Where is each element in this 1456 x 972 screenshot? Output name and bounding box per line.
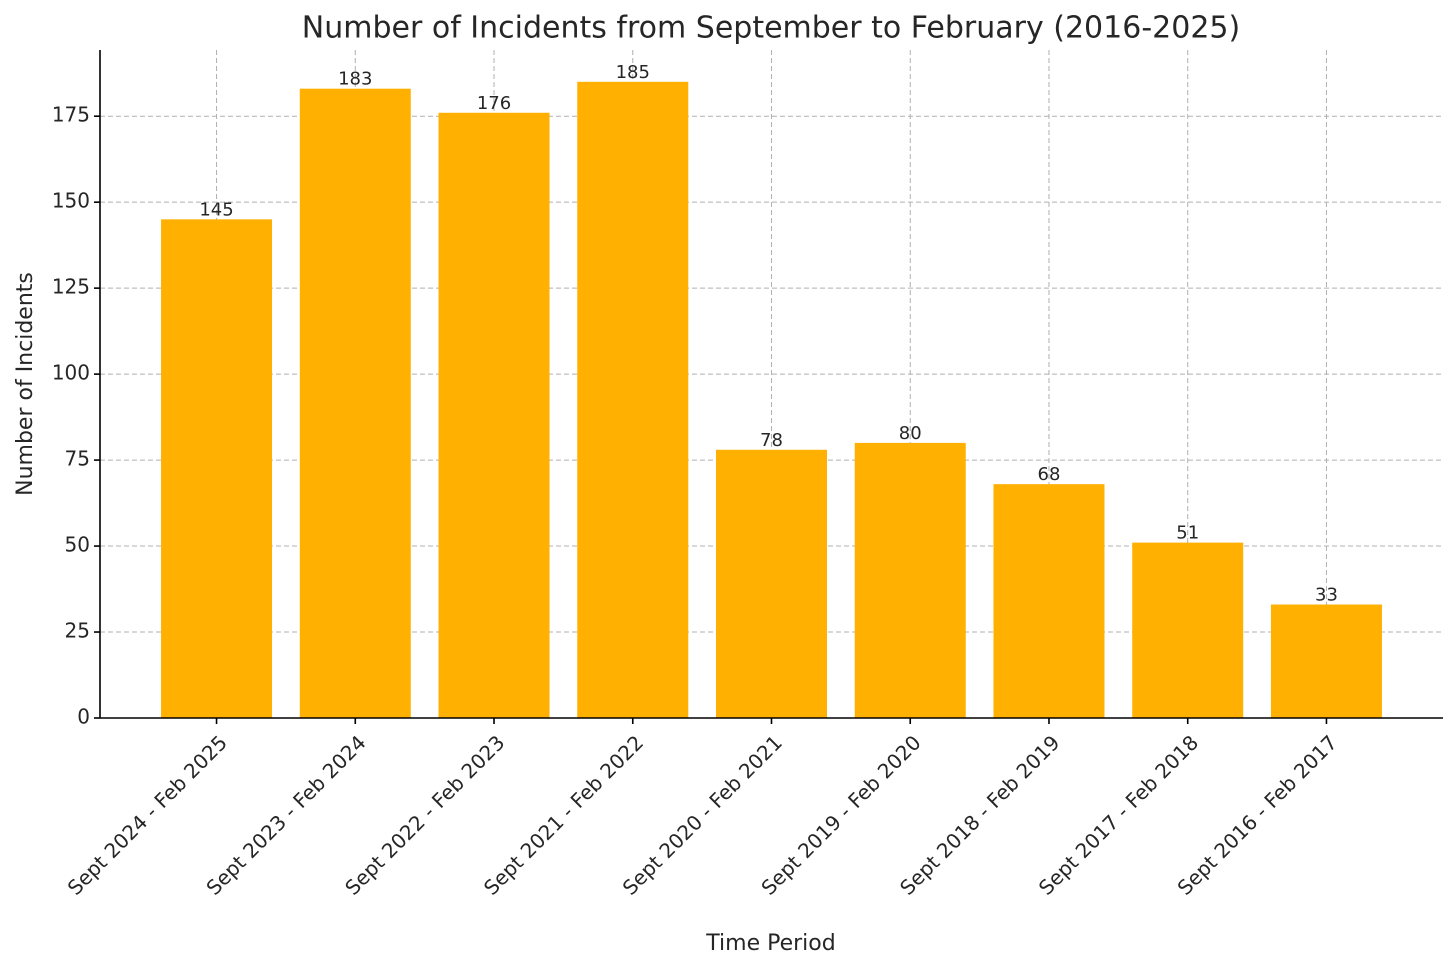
bar: [716, 449, 827, 718]
value-label: 176: [477, 93, 511, 114]
bar: [993, 484, 1105, 718]
bar: [854, 442, 966, 718]
bar: [1132, 542, 1244, 718]
value-label: 183: [338, 69, 372, 90]
value-label: 80: [899, 423, 922, 444]
bar: [577, 81, 689, 719]
value-label: 33: [1315, 585, 1338, 606]
x-tick-label: Sept 2020 - Feb 2021: [618, 730, 787, 899]
value-label: 68: [1038, 464, 1061, 485]
x-tick-label: Sept 2022 - Feb 2023: [340, 730, 509, 899]
bar: [1270, 604, 1382, 718]
y-tick-label: 25: [65, 619, 90, 643]
y-tick-label: 100: [52, 361, 90, 385]
bar: [438, 112, 550, 718]
y-tick-label: 50: [65, 533, 90, 557]
x-tick-label: Sept 2021 - Feb 2022: [479, 730, 648, 899]
x-axis-label: Time Period: [705, 931, 835, 956]
chart-title: Number of Incidents from September to Fe…: [302, 11, 1240, 46]
x-tick-label: Sept 2016 - Feb 2017: [1173, 730, 1342, 899]
value-label: 51: [1176, 523, 1199, 544]
x-tick-label: Sept 2023 - Feb 2024: [201, 730, 370, 899]
y-tick-label: 150: [52, 189, 90, 213]
x-tick-label: Sept 2019 - Feb 2020: [756, 730, 925, 899]
y-tick-label: 125: [52, 275, 90, 299]
value-label: 185: [616, 62, 650, 83]
y-tick-label: 75: [65, 447, 90, 471]
bar: [299, 88, 411, 718]
value-label: 78: [760, 430, 783, 451]
x-tick-label: Sept 2024 - Feb 2025: [63, 730, 232, 899]
marks: [161, 81, 1382, 719]
y-tick-label: 0: [77, 705, 90, 729]
bar: [161, 219, 273, 718]
x-tick-label: Sept 2017 - Feb 2018: [1034, 730, 1203, 899]
y-axis-label: Number of Incidents: [13, 272, 38, 496]
value-label: 145: [199, 199, 233, 220]
y-tick-label: 175: [52, 103, 90, 127]
x-tick-label: Sept 2018 - Feb 2019: [895, 730, 1064, 899]
